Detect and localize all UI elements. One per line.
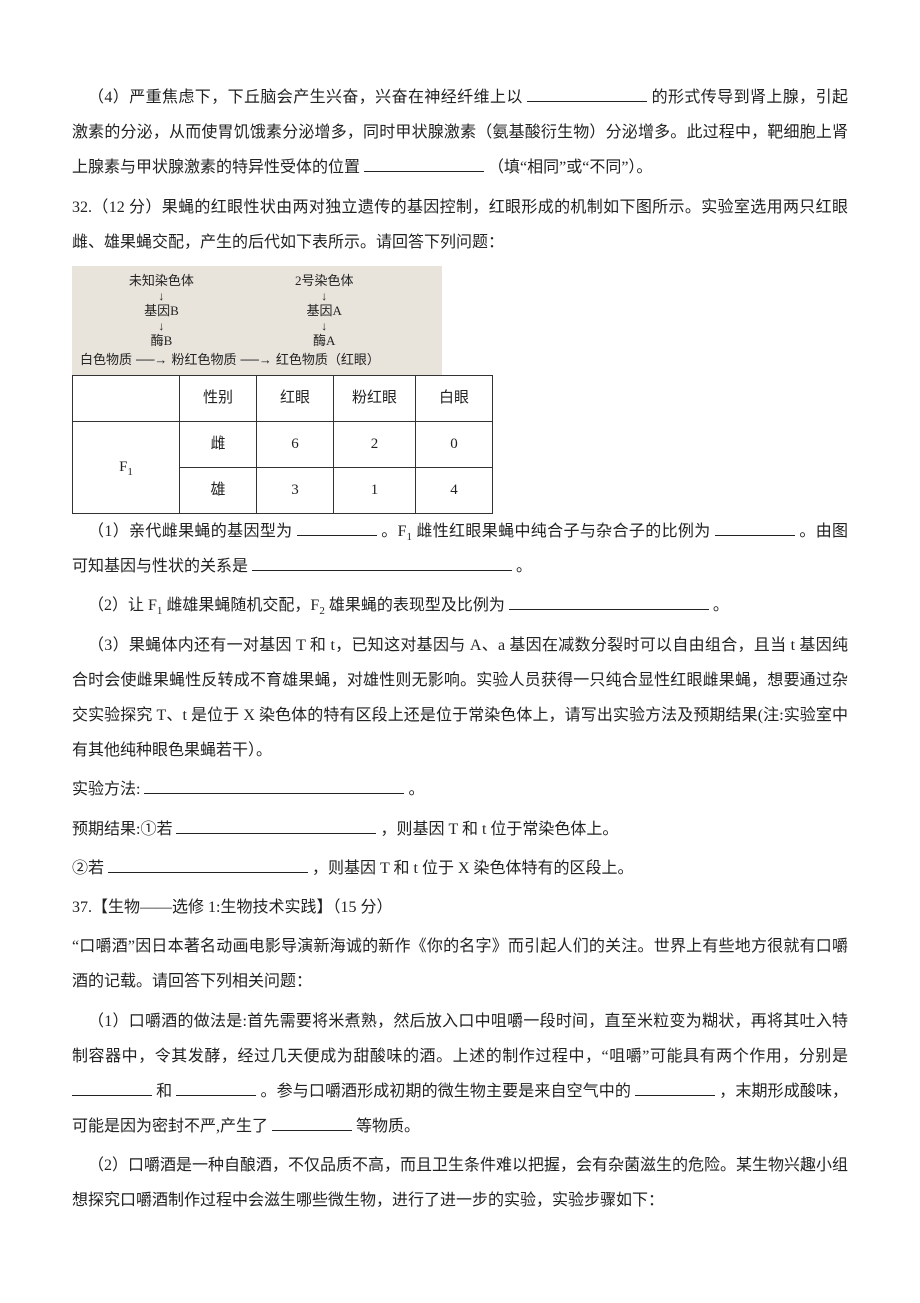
blank — [509, 593, 709, 610]
table-row: F1 雌 6 2 0 — [73, 421, 493, 467]
arrow-right-icon: ──→ — [136, 351, 167, 369]
table-cell: 雌 — [180, 421, 257, 467]
text: （2）让 F — [88, 597, 157, 614]
table-cell: 雄 — [180, 467, 257, 513]
text: （4）严重焦虑下，下丘脑会产生兴奋，兴奋在神经纤维上以 — [88, 89, 523, 106]
blank — [297, 519, 377, 536]
q32-result2: ②若 ，则基因 T 和 t 位于 X 染色体特有的区段上。 — [72, 851, 848, 886]
q31-part4: （4）严重焦虑下，下丘脑会产生兴奋，兴奋在神经纤维上以 的形式传导到肾上腺，引起… — [72, 80, 848, 186]
diagram-flow: 白色物质 ──→ 粉红色物质 ──→ 红色物质（红眼） — [80, 351, 434, 369]
text: （1）亲代雌果蝇的基因型为 — [88, 523, 293, 540]
arrow-down-icon: ↓ — [321, 320, 327, 332]
blank — [144, 777, 404, 794]
arrow-down-icon: ↓ — [158, 320, 164, 332]
text: 。 — [408, 781, 424, 798]
text: 雌雄果蝇随机交配，F — [166, 597, 319, 614]
text: 。 — [516, 558, 532, 575]
blank — [108, 856, 308, 873]
table-cell: 4 — [416, 467, 493, 513]
q32-stem: 32.（12 分）果蝇的红眼性状由两对独立遗传的基因控制，红眼形成的机制如下图所… — [72, 190, 848, 260]
arrow-down-icon: ↓ — [158, 290, 164, 302]
text: （填“相同”或“不同”）。 — [488, 159, 652, 176]
q32-part1: （1）亲代雌果蝇的基因型为 。F1 雌性红眼果蝇中纯合子与杂合子的比例为 。由图… — [72, 514, 848, 585]
text: 实验方法: — [72, 781, 140, 798]
blank — [176, 817, 376, 834]
diagram-label: 粉红色物质 — [171, 351, 236, 369]
text: ，则基因 T 和 t 位于常染色体上。 — [380, 821, 618, 838]
q32-part2: （2）让 F1 雌雄果蝇随机交配，F2 雄果蝇的表现型及比例为 。 — [72, 588, 848, 623]
q32-method: 实验方法: 。 — [72, 772, 848, 807]
table-cell: 1 — [334, 467, 416, 513]
q32-part3: （3）果蝇体内还有一对基因 T 和 t，已知这对基因与 A、a 基因在减数分裂时… — [72, 628, 848, 769]
table-cell: F1 — [73, 421, 180, 513]
subscript: 1 — [127, 466, 133, 478]
text: 和 — [156, 1083, 172, 1100]
table-row: 性别 红眼 粉红眼 白眼 — [73, 375, 493, 421]
text: 等物质。 — [356, 1118, 420, 1135]
text: 雌性红眼果蝇中纯合子与杂合子的比例为 — [416, 523, 710, 540]
text: 预期结果:①若 — [72, 821, 172, 838]
diagram-label: 红色物质（红眼） — [276, 351, 380, 369]
diagram-label: 基因A — [307, 302, 342, 320]
offspring-table: 性别 红眼 粉红眼 白眼 F1 雌 6 2 0 雄 3 1 4 — [72, 375, 493, 514]
text: 。参与口嚼酒形成初期的微生物主要是来自空气中的 — [261, 1083, 632, 1100]
blank — [715, 519, 795, 536]
table-cell: 性别 — [180, 375, 257, 421]
table-cell: 白眼 — [416, 375, 493, 421]
table-cell: 3 — [257, 467, 334, 513]
table-cell: 6 — [257, 421, 334, 467]
q32-result1: 预期结果:①若 ，则基因 T 和 t 位于常染色体上。 — [72, 812, 848, 847]
q37-title: 37.【生物——选修 1:生物技术实践】（15 分） — [72, 890, 848, 925]
table-cell: 0 — [416, 421, 493, 467]
q37-part1: （1）口嚼酒的做法是:首先需要将米煮熟，然后放入口中咀嚼一段时间，直至米粒变为糊… — [72, 1004, 848, 1145]
blank — [176, 1079, 256, 1096]
text: ②若 — [72, 860, 104, 877]
table-cell: 2 — [334, 421, 416, 467]
diagram-label: 白色物质 — [80, 351, 132, 369]
text: ，则基因 T 和 t 位于 X 染色体特有的区段上。 — [312, 860, 634, 877]
text: （1）口嚼酒的做法是:首先需要将米煮熟，然后放入口中咀嚼一段时间，直至米粒变为糊… — [72, 1013, 848, 1065]
text: 。 — [713, 597, 729, 614]
blank — [635, 1079, 715, 1096]
blank — [252, 554, 512, 571]
table-cell — [73, 375, 180, 421]
text: 。F — [381, 523, 406, 540]
diagram-label: 酶B — [151, 332, 173, 350]
arrow-right-icon: ──→ — [240, 351, 271, 369]
blank — [527, 85, 647, 102]
diagram-label: 未知染色体 — [129, 272, 194, 290]
blank — [364, 155, 484, 172]
q37-part2: （2）口嚼酒是一种自酿酒，不仅品质不高，而且卫生条件难以把握，会有杂菌滋生的危险… — [72, 1148, 848, 1218]
text: 雄果蝇的表现型及比例为 — [329, 597, 505, 614]
table-cell: 红眼 — [257, 375, 334, 421]
q37-stem: “口嚼酒”因日本著名动画电影导演新海诚的新作《你的名字》而引起人们的关注。世界上… — [72, 929, 848, 999]
diagram-label: 基因B — [144, 302, 179, 320]
arrow-down-icon: ↓ — [321, 290, 327, 302]
subscript: 1 — [407, 531, 413, 543]
mechanism-diagram: 未知染色体 ↓ 基因B ↓ 酶B 2号染色体 ↓ 基因A ↓ 酶A 白色物质 ─… — [72, 266, 442, 375]
blank — [72, 1079, 152, 1096]
diagram-label: 2号染色体 — [295, 272, 354, 290]
subscript: 1 — [157, 605, 163, 617]
blank — [272, 1114, 352, 1131]
diagram-label: 酶A — [313, 332, 335, 350]
table-cell: 粉红眼 — [334, 375, 416, 421]
subscript: 2 — [319, 605, 325, 617]
